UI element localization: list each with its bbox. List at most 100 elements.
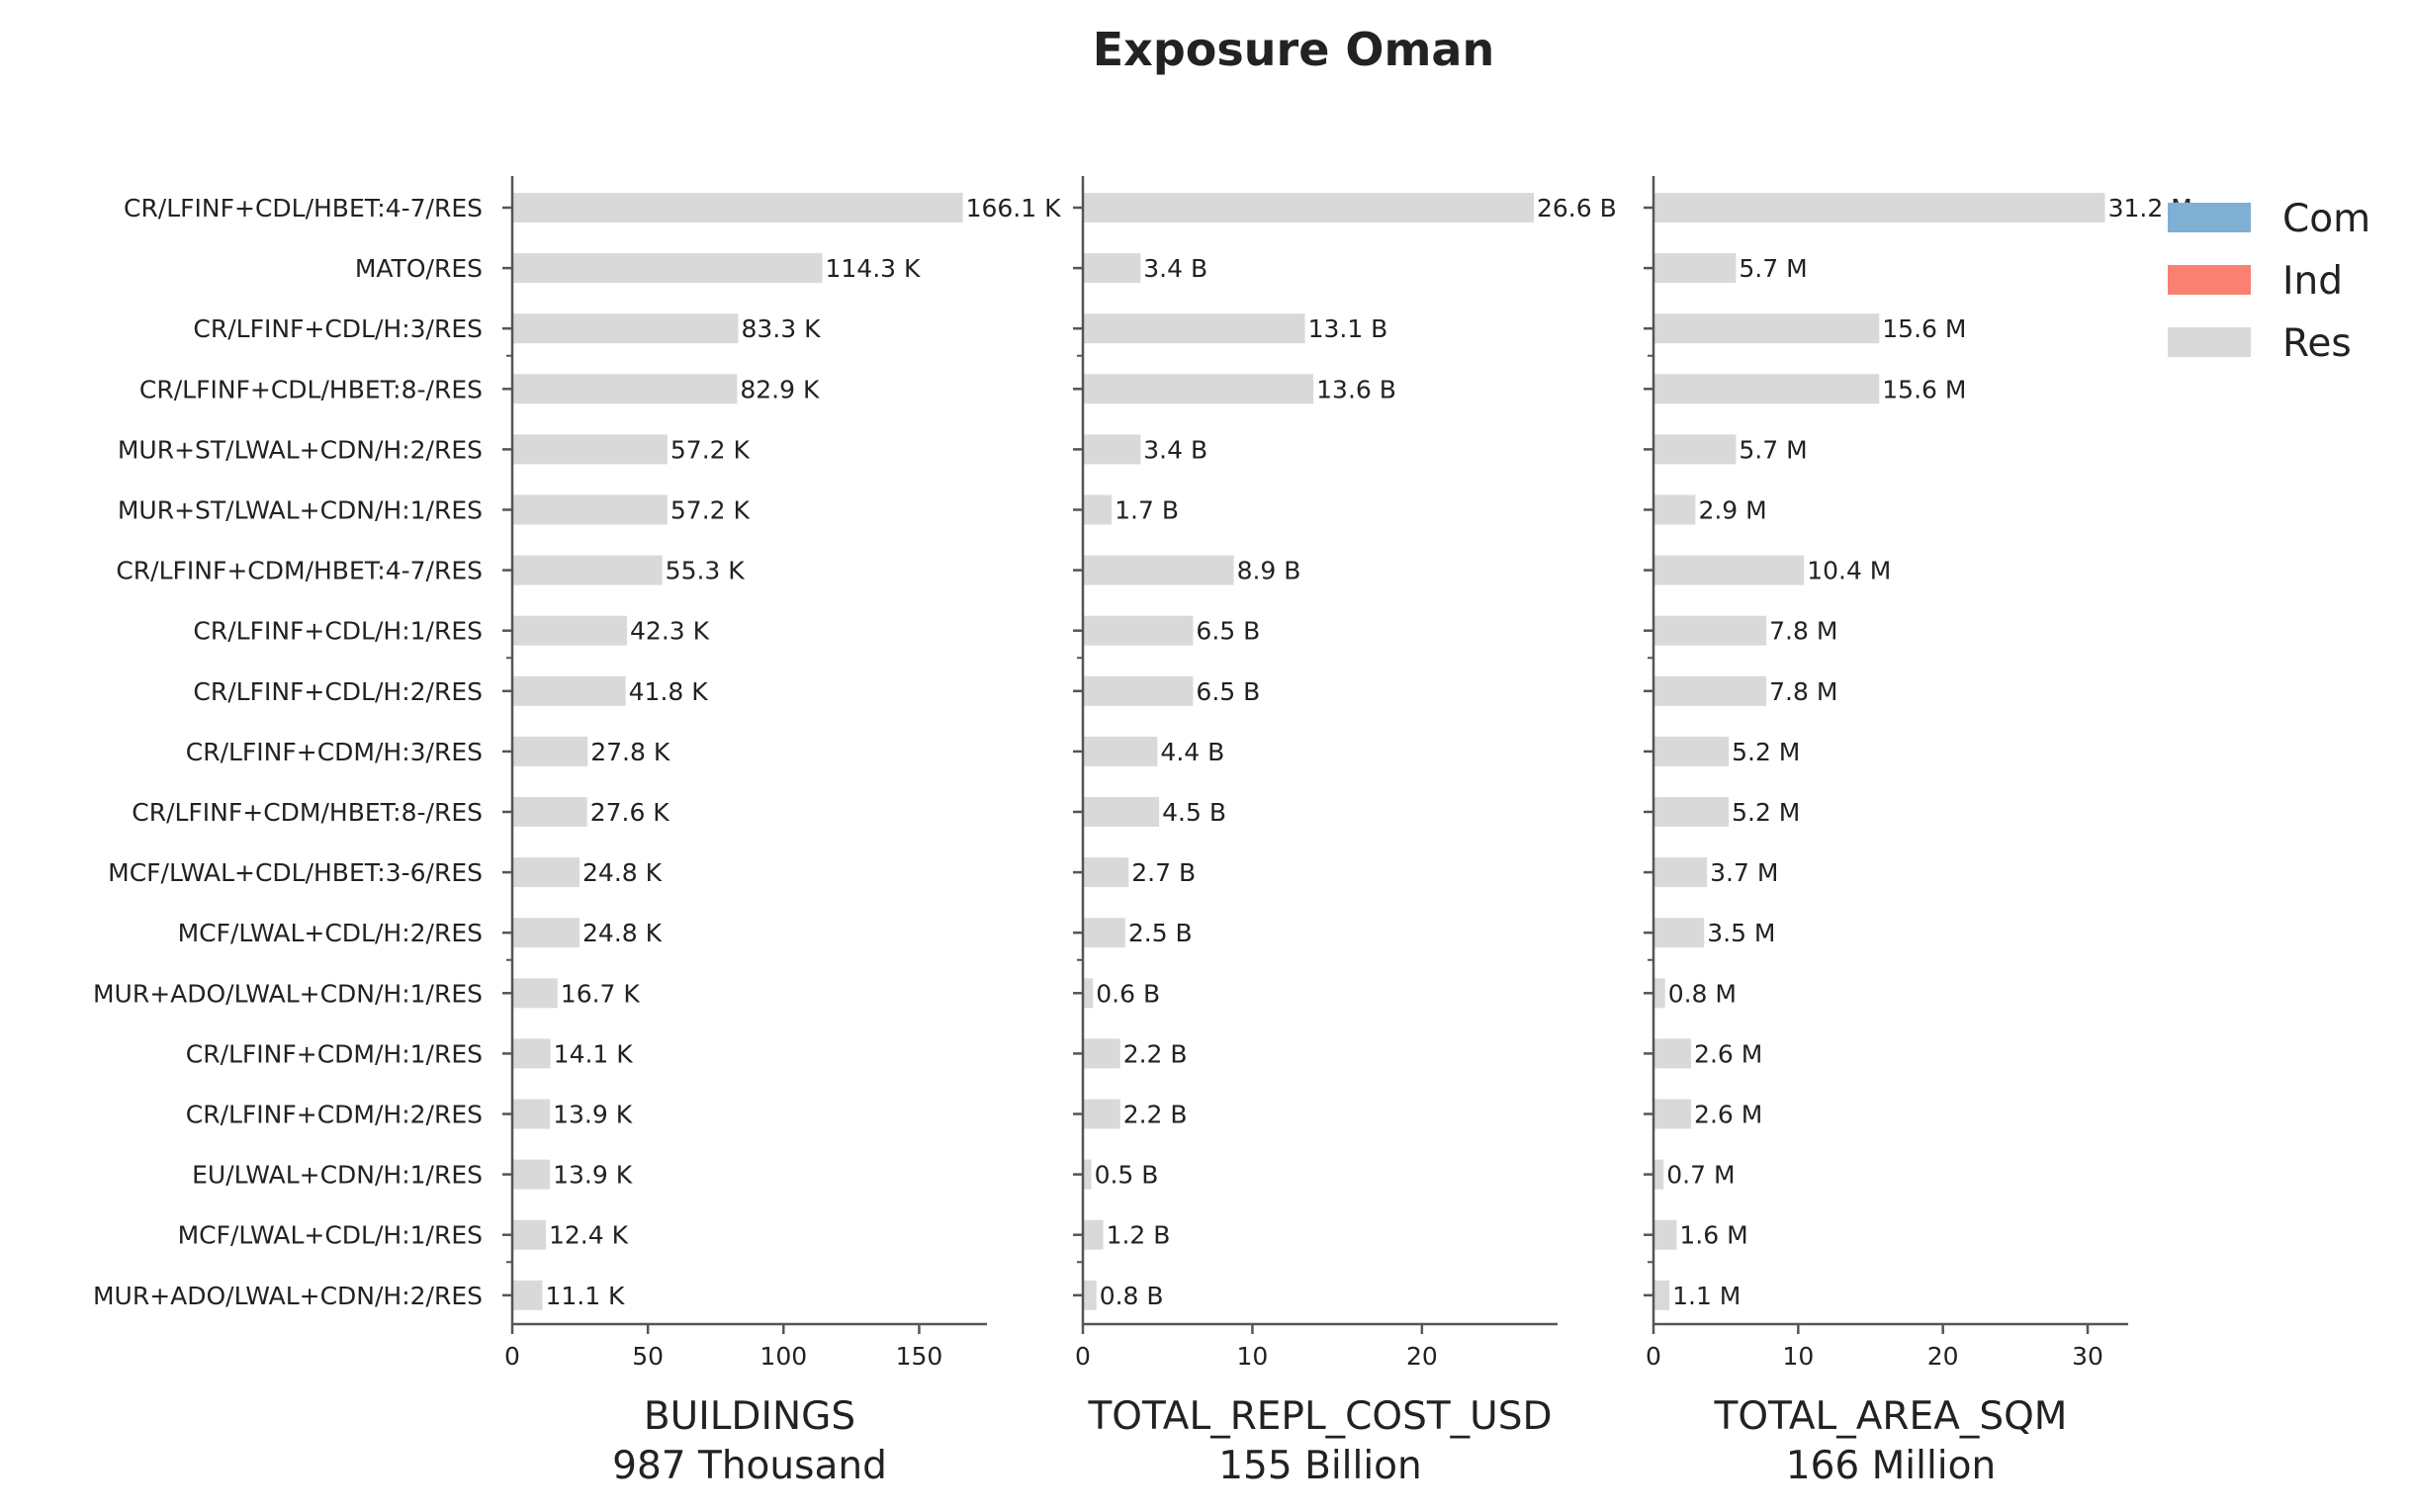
data-label: 1.2 B [1107, 1221, 1171, 1250]
data-label: 3.4 B [1143, 435, 1207, 464]
data-label: 3.5 M [1707, 919, 1775, 947]
legend-label: Res [2282, 321, 2352, 366]
data-label: 4.5 B [1162, 798, 1226, 827]
bar [1653, 797, 1730, 827]
data-label: 3.7 M [1710, 858, 1778, 887]
plot-area: 166.1 K 114.3 K 83.3 K 82.9 K 57.2 K 57.2 K 55… [93, 176, 2192, 1488]
data-label: 6.5 B [1196, 677, 1260, 706]
bar [1653, 615, 1767, 646]
bar [512, 857, 580, 888]
data-label: 13.6 B [1316, 375, 1396, 403]
data-label: 24.8 K [582, 919, 663, 947]
category-label: CR/LFINF+CDM/H:2/RES [186, 1101, 483, 1129]
bar [512, 193, 963, 222]
category-label: MUR+ADO/LWAL+CDN/H:1/RES [93, 979, 483, 1008]
data-label: 5.2 M [1732, 798, 1800, 827]
category-label: MUR+ADO/LWAL+CDN/H:2/RES [93, 1282, 483, 1310]
data-label: 7.8 M [1769, 617, 1837, 646]
data-label: 114.3 K [826, 254, 922, 283]
bar [1653, 494, 1696, 525]
data-label: 5.7 M [1739, 435, 1807, 464]
data-label: 24.8 K [582, 858, 663, 887]
x-axis-label: BUILDINGS [644, 1394, 855, 1439]
category-label: MUR+ST/LWAL+CDN/H:1/RES [118, 496, 483, 525]
data-label: 1.1 M [1672, 1282, 1741, 1310]
data-label: 5.2 M [1732, 738, 1800, 766]
category-label: MCF/LWAL+CDL/H:1/RES [178, 1221, 483, 1250]
x-tick-label: 0 [1075, 1342, 1091, 1371]
data-label: 3.4 B [1143, 254, 1207, 283]
bar [512, 374, 738, 404]
bar [1083, 978, 1094, 1009]
data-label: 57.2 K [670, 496, 751, 525]
category-label: CR/LFINF+CDM/HBET:4-7/RES [116, 557, 483, 585]
legend-swatch [2168, 203, 2251, 232]
data-label: 16.7 K [561, 979, 641, 1008]
data-label: 13.1 B [1308, 314, 1388, 343]
bar [1083, 253, 1141, 284]
data-label: 41.8 K [629, 677, 709, 706]
data-label: 15.6 M [1882, 375, 1966, 403]
data-label: 0.6 B [1096, 979, 1160, 1008]
bar [1653, 374, 1880, 404]
category-label: CR/LFINF+CDL/H:1/RES [193, 617, 483, 646]
data-label: 83.3 K [741, 314, 821, 343]
category-label: MATO/RES [355, 254, 483, 283]
bar [1653, 1099, 1692, 1129]
data-label: 13.9 K [553, 1161, 633, 1190]
data-label: 55.3 K [666, 557, 746, 585]
data-label: 6.5 B [1196, 617, 1260, 646]
data-label: 7.8 M [1769, 677, 1837, 706]
bar [1083, 1280, 1097, 1310]
data-label: 11.1 K [545, 1282, 625, 1310]
bar [1083, 555, 1234, 585]
x-axis-label: TOTAL_AREA_SQM [1714, 1394, 2068, 1439]
legend-swatch [2168, 265, 2251, 295]
bar [512, 1219, 547, 1250]
bar [512, 615, 628, 646]
bar [1653, 434, 1737, 465]
data-label: 0.7 M [1666, 1161, 1735, 1190]
bar [1653, 1280, 1670, 1310]
x-axis-label: TOTAL_REPL_COST_USD [1087, 1394, 1552, 1439]
bar [512, 978, 558, 1009]
bar [1083, 1099, 1120, 1129]
bar [512, 675, 626, 706]
data-label: 26.6 B [1537, 194, 1617, 222]
category-label: EU/LWAL+CDN/H:1/RES [192, 1161, 483, 1190]
bar [512, 434, 668, 465]
category-label: MCF/LWAL+CDL/H:2/RES [178, 919, 483, 947]
bar [512, 555, 663, 585]
bar [1083, 434, 1141, 465]
data-label: 166.1 K [966, 194, 1062, 222]
bar [1083, 797, 1160, 827]
bar [1653, 193, 2105, 222]
data-label: 14.1 K [554, 1039, 634, 1068]
bar [1653, 978, 1665, 1009]
x-tick-label: 150 [896, 1342, 943, 1371]
category-label: CR/LFINF+CDL/H:3/RES [193, 314, 483, 343]
data-label: 2.6 M [1694, 1101, 1762, 1129]
bar [1083, 193, 1534, 222]
bar [1653, 313, 1880, 344]
bar [1083, 857, 1129, 888]
data-label: 2.5 B [1128, 919, 1193, 947]
data-label: 10.4 M [1807, 557, 1891, 585]
bar [512, 736, 588, 766]
data-label: 42.3 K [630, 617, 710, 646]
category-label: CR/LFINF+CDL/HBET:8-/RES [139, 375, 483, 403]
data-label: 5.7 M [1739, 254, 1807, 283]
legend-label: Com [2282, 197, 2370, 241]
bar [1083, 736, 1158, 766]
data-label: 12.4 K [549, 1221, 629, 1250]
legend-swatch [2168, 327, 2251, 357]
panel-1: 166.1 K 114.3 K 83.3 K 82.9 K 57.2 K 57.2 K 55… [93, 176, 1061, 1488]
category-label: CR/LFINF+CDL/HBET:4-7/RES [124, 194, 483, 222]
bar [512, 1280, 543, 1310]
data-label: 2.2 B [1123, 1101, 1188, 1129]
bar [1083, 1159, 1092, 1190]
bar [1653, 555, 1805, 585]
category-label: MUR+ST/LWAL+CDN/H:2/RES [118, 435, 483, 464]
bar [512, 797, 587, 827]
legend: Com Ind Res [2168, 197, 2370, 366]
